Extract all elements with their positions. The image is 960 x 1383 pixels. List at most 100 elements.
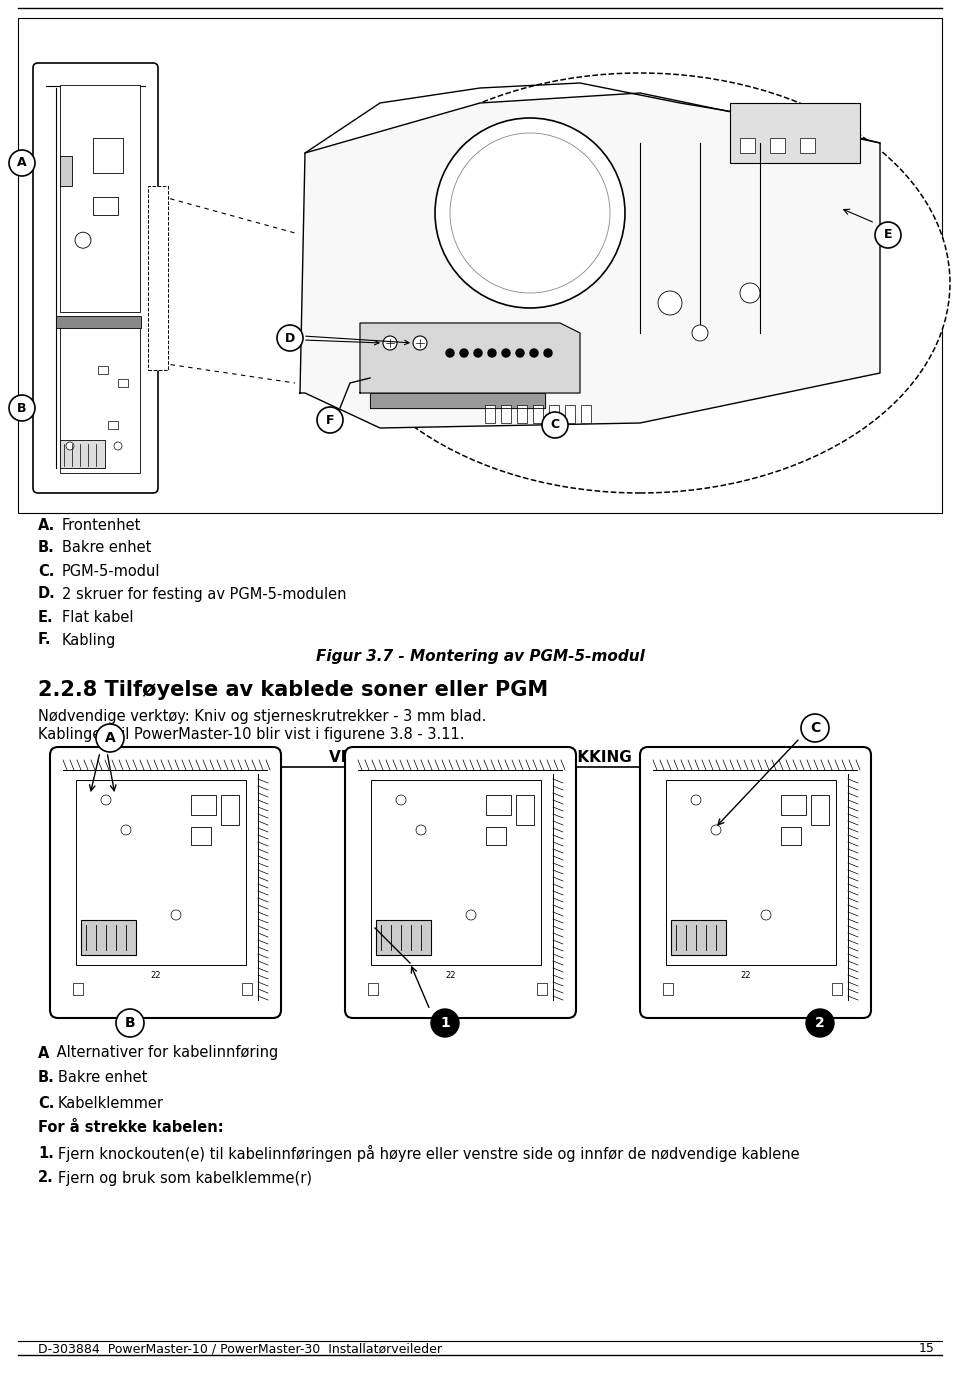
Bar [800,138,815,154]
Circle shape [711,826,721,835]
Circle shape [171,910,181,920]
FancyBboxPatch shape [345,747,576,1018]
Text: C: C [550,419,560,431]
Bar [191,827,211,845]
Text: Kabling: Kabling [62,632,116,647]
Bar [18,18,942,513]
Bar [516,795,534,826]
Bar [81,920,136,956]
Text: 1: 1 [440,1017,450,1030]
Text: 1.: 1. [38,1145,54,1160]
Bar [60,156,72,185]
Text: Bakre enhet: Bakre enhet [62,541,152,556]
Text: Frontenhet: Frontenhet [62,517,141,532]
Bar [242,983,252,994]
Bar [60,440,105,467]
Text: 22: 22 [740,971,751,981]
Circle shape [502,349,510,357]
Circle shape [530,349,538,357]
Circle shape [544,349,552,357]
Bar [781,795,806,815]
Text: Alternativer for kabelinnføring: Alternativer for kabelinnføring [52,1046,278,1061]
Text: Fjern og bruk som kabelklemme(r): Fjern og bruk som kabelklemme(r) [58,1170,312,1185]
Bar [56,317,141,328]
Bar [730,102,860,163]
Bar [832,983,842,994]
Text: D.: D. [38,586,56,602]
Text: D-303884  PowerMaster-10 / PowerMaster-30  Installatørveileder: D-303884 PowerMaster-10 / PowerMaster-30… [38,1343,442,1355]
Circle shape [692,325,708,342]
Text: F: F [325,414,334,426]
Bar [486,795,511,815]
Text: Kablingen til PowerMaster-10 blir vist i figurene 3.8 - 3.11.: Kablingen til PowerMaster-10 blir vist i… [38,727,465,743]
Text: B: B [125,1017,135,1030]
Text: E.: E. [38,610,54,625]
Bar [770,138,785,154]
Circle shape [801,714,829,743]
Bar [581,405,591,423]
Circle shape [121,826,131,835]
Text: C: C [810,721,820,734]
Text: Flat kabel: Flat kabel [62,610,133,625]
Circle shape [761,910,771,920]
Bar [565,405,575,423]
Circle shape [474,349,482,357]
FancyBboxPatch shape [33,64,158,492]
Text: D: D [285,332,295,344]
Text: For å strekke kabelen:: For å strekke kabelen: [38,1120,224,1135]
Bar [118,379,128,387]
Bar [781,827,801,845]
Text: Figur 3.7 - Montering av PGM-5-modul: Figur 3.7 - Montering av PGM-5-modul [316,650,644,664]
Bar [811,795,829,826]
Text: F.: F. [38,632,52,647]
Circle shape [96,723,124,752]
Text: B: B [17,401,27,415]
Text: A: A [105,732,115,745]
Circle shape [413,336,427,350]
Text: PGM-5-modul: PGM-5-modul [62,563,160,578]
Bar [93,196,118,214]
Circle shape [488,349,496,357]
Circle shape [75,232,91,248]
Bar [486,827,506,845]
Text: Fjern knockouten(e) til kabelinnføringen på høyre eller venstre side og innfør d: Fjern knockouten(e) til kabelinnføringen… [58,1145,800,1162]
Bar [371,780,541,965]
Text: 2.2.8 Tilføyelse av kablede soner eller PGM: 2.2.8 Tilføyelse av kablede soner eller … [38,680,548,700]
Circle shape [396,795,406,805]
Bar [537,983,547,994]
Circle shape [66,443,74,449]
Circle shape [446,349,454,357]
Bar [376,920,431,956]
Text: A: A [17,156,27,170]
Text: 15: 15 [919,1343,935,1355]
Text: 2 skruer for festing av PGM-5-modulen: 2 skruer for festing av PGM-5-modulen [62,586,347,602]
Text: A.: A. [38,517,56,532]
Text: B.: B. [38,1070,55,1086]
Circle shape [9,396,35,420]
Text: A: A [38,1046,49,1061]
Bar [60,318,140,473]
Text: B.: B. [38,541,55,556]
Circle shape [460,349,468,357]
Ellipse shape [330,73,950,492]
Circle shape [806,1010,834,1037]
Circle shape [450,133,610,293]
Text: 22: 22 [150,971,160,981]
Bar [76,780,246,965]
Circle shape [116,1010,144,1037]
Circle shape [431,1010,459,1037]
Bar [501,405,511,423]
Text: C.: C. [38,563,55,578]
Bar [191,795,216,815]
Bar [93,138,123,173]
Text: Nødvendige verktøy: Kniv og stjerneskrutrekker - 3 mm blad.: Nødvendige verktøy: Kniv og stjerneskrut… [38,708,487,723]
Text: 2: 2 [815,1017,825,1030]
Text: Bakre enhet: Bakre enhet [58,1070,148,1086]
Circle shape [516,349,524,357]
Bar [73,983,83,994]
Circle shape [691,795,701,805]
Bar [533,405,543,423]
Circle shape [740,284,760,303]
Circle shape [875,223,901,248]
Circle shape [317,407,343,433]
